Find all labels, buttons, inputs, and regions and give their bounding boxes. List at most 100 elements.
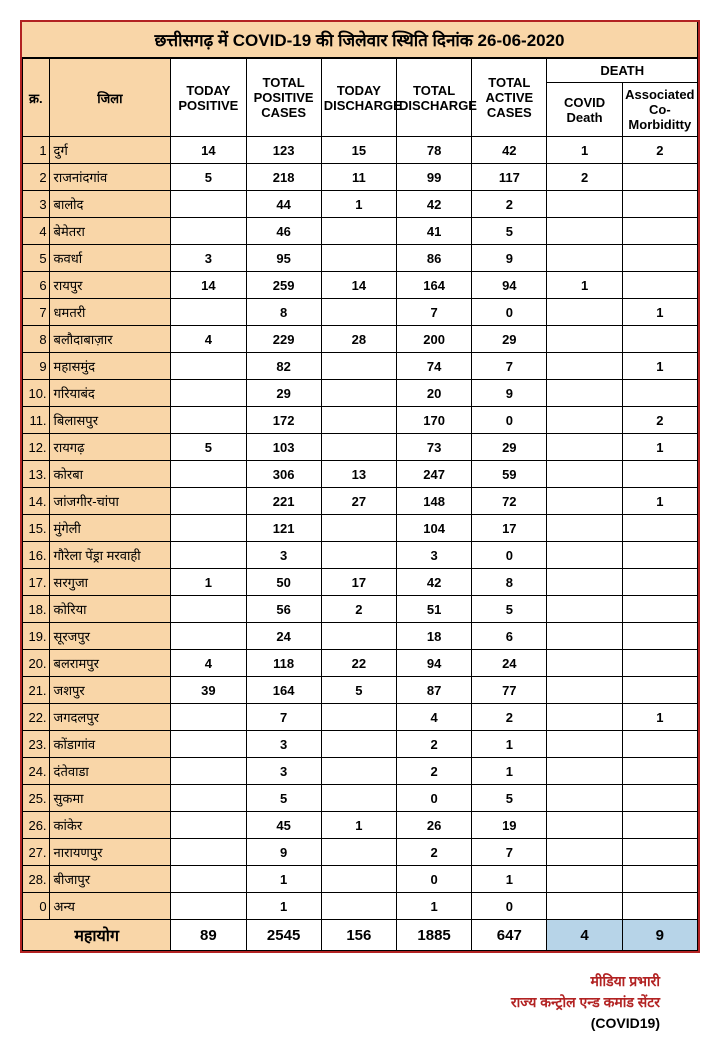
row-today-pos [171,461,246,488]
table-body: 1दुर्ग14123157842122राजनांदगांव521811991… [23,137,698,920]
row-total-pos: 123 [246,137,321,164]
row-total-pos: 45 [246,812,321,839]
row-associated [622,866,697,893]
hdr-covid-death: COVID Death [547,83,622,137]
row-sn: 2 [23,164,50,191]
row-total-pos: 5 [246,785,321,812]
row-sn: 22. [23,704,50,731]
row-sn: 1 [23,137,50,164]
row-covid-death [547,461,622,488]
row-today-pos [171,299,246,326]
row-district: दंतेवाडा [49,758,171,785]
row-district: कोरिया [49,596,171,623]
row-covid-death [547,731,622,758]
row-active: 2 [472,191,547,218]
row-active: 7 [472,353,547,380]
row-covid-death [547,704,622,731]
row-today-dis: 27 [321,488,396,515]
row-associated [622,191,697,218]
table-row: 15.मुंगेली12110417 [23,515,698,542]
row-associated [622,839,697,866]
row-associated [622,650,697,677]
row-total-dis: 99 [396,164,471,191]
row-today-dis: 15 [321,137,396,164]
row-covid-death [547,218,622,245]
row-today-dis: 5 [321,677,396,704]
total-active: 647 [472,920,547,951]
row-today-dis [321,407,396,434]
row-today-pos: 1 [171,569,246,596]
row-sn: 19. [23,623,50,650]
row-district: बिलासपुर [49,407,171,434]
row-active: 59 [472,461,547,488]
row-today-dis [321,839,396,866]
row-associated [622,542,697,569]
row-district: नारायणपुर [49,839,171,866]
table-row: 7धमतरी8701 [23,299,698,326]
row-associated [622,515,697,542]
row-associated [622,785,697,812]
row-active: 0 [472,299,547,326]
row-today-dis [321,299,396,326]
row-today-pos [171,758,246,785]
row-district: रायपुर [49,272,171,299]
table-row: 28.बीजापुर101 [23,866,698,893]
hdr-total-positive: TOTAL POSITIVE CASES [246,59,321,137]
row-district: गौरेला पेंड्रा मरवाही [49,542,171,569]
row-district: कवर्धा [49,245,171,272]
row-active: 5 [472,785,547,812]
row-today-dis [321,245,396,272]
row-total-dis: 1 [396,893,471,920]
row-sn: 13. [23,461,50,488]
row-sn: 24. [23,758,50,785]
row-covid-death [547,839,622,866]
row-active: 1 [472,758,547,785]
row-district: धमतरी [49,299,171,326]
row-total-pos: 221 [246,488,321,515]
row-district: गरियाबंद [49,380,171,407]
row-associated: 1 [622,353,697,380]
row-total-dis: 7 [396,299,471,326]
table-row: 20.बलरामपुर4118229424 [23,650,698,677]
row-sn: 3 [23,191,50,218]
row-sn: 16. [23,542,50,569]
grand-total-row: महायोग 89 2545 156 1885 647 4 9 [23,920,698,951]
row-associated [622,272,697,299]
table-row: 5कवर्धा395869 [23,245,698,272]
row-covid-death [547,677,622,704]
row-covid-death [547,299,622,326]
row-active: 5 [472,218,547,245]
row-associated [622,218,697,245]
table-row: 26.कांकेर4512619 [23,812,698,839]
footer-signature: मीडिया प्रभारी राज्य कन्ट्रोल एन्ड कमांड… [20,953,700,1044]
row-today-pos [171,866,246,893]
row-total-pos: 50 [246,569,321,596]
row-today-pos: 5 [171,434,246,461]
table-row: 9महासमुंद827471 [23,353,698,380]
row-active: 72 [472,488,547,515]
row-total-pos: 103 [246,434,321,461]
row-district: बलरामपुर [49,650,171,677]
row-total-dis: 42 [396,569,471,596]
row-total-dis: 18 [396,623,471,650]
total-today-pos: 89 [171,920,246,951]
hdr-total-active: TOTAL ACTIVE CASES [472,59,547,137]
hdr-today-positive: TODAY POSITIVE [171,59,246,137]
row-today-pos: 39 [171,677,246,704]
row-today-pos: 14 [171,137,246,164]
row-covid-death [547,812,622,839]
table-row: 14.जांजगीर-चांपा22127148721 [23,488,698,515]
row-active: 0 [472,893,547,920]
row-total-pos: 3 [246,731,321,758]
row-today-dis [321,542,396,569]
row-total-pos: 24 [246,623,321,650]
table-row: 13.कोरबा3061324759 [23,461,698,488]
row-total-dis: 41 [396,218,471,245]
row-today-pos: 3 [171,245,246,272]
row-total-pos: 8 [246,299,321,326]
row-sn: 27. [23,839,50,866]
row-today-pos [171,623,246,650]
row-total-pos: 164 [246,677,321,704]
row-today-dis [321,380,396,407]
row-sn: 0 [23,893,50,920]
